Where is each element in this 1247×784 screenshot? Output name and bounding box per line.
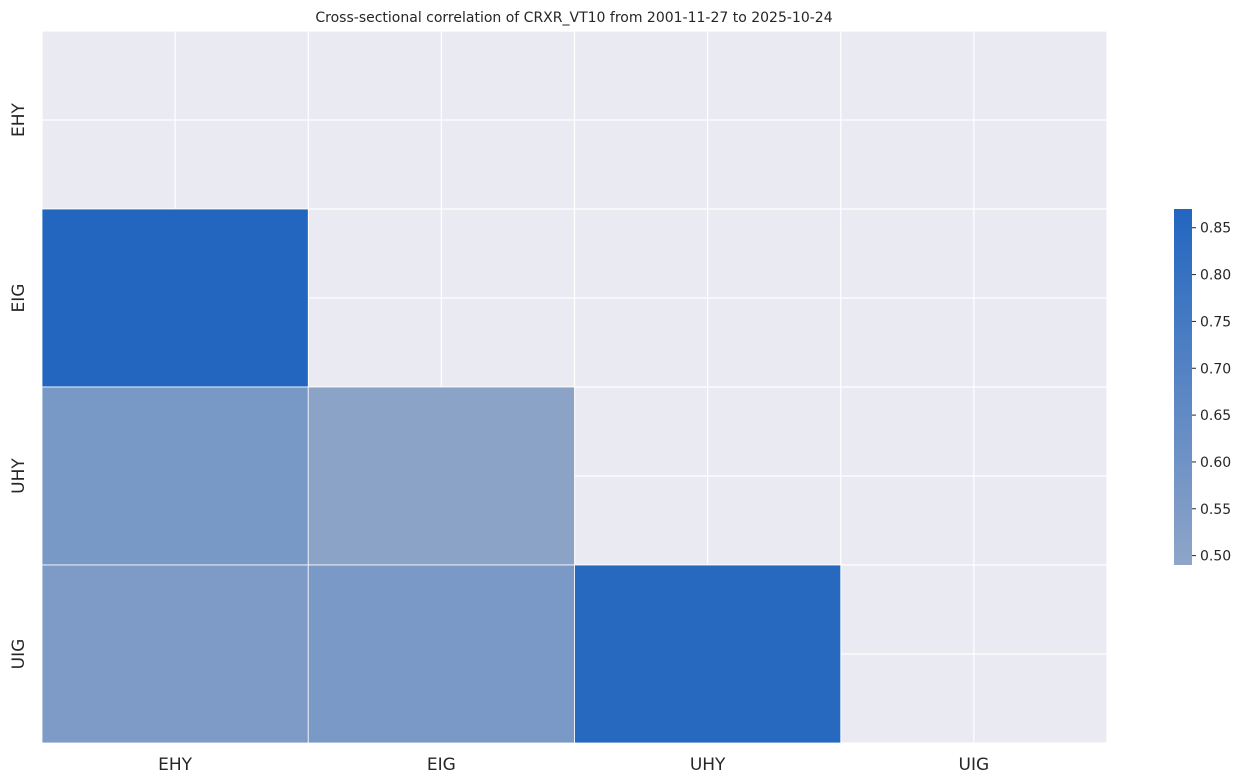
heatmap-cell-uig-eig: [307, 564, 575, 744]
colorbar-tick-label: 0.60: [1200, 455, 1231, 471]
x-tick-labels: EHY EIG UHY UIG: [158, 755, 989, 775]
heatmap-cell-uig-ehy: [41, 564, 309, 744]
colorbar: 0.50 0.55 0.60 0.65 0.70 0.75 0.80 0.85: [1174, 209, 1231, 565]
x-tick-label: EIG: [427, 755, 456, 775]
x-tick-label: EHY: [158, 755, 193, 775]
colorbar-tick-label: 0.80: [1200, 268, 1231, 284]
colorbar-tick-label: 0.55: [1200, 502, 1231, 518]
colorbar-tick-label: 0.65: [1200, 408, 1231, 424]
colorbar-gradient: [1174, 209, 1192, 565]
heatmap-cells: [41, 208, 842, 744]
colorbar-tick-label: 0.70: [1200, 361, 1231, 377]
heatmap-cell-eig-ehy: [41, 208, 309, 388]
y-tick-labels: EHY EIG UHY UIG: [9, 102, 29, 669]
colorbar-tick-label: 0.75: [1200, 314, 1231, 330]
y-tick-label: UIG: [9, 639, 29, 670]
x-tick-label: UHY: [690, 755, 726, 775]
colorbar-tick-label: 0.85: [1200, 221, 1231, 237]
y-tick-label: EHY: [9, 102, 29, 137]
y-tick-label: EIG: [9, 284, 29, 313]
colorbar-tick-label: 0.50: [1200, 549, 1231, 565]
x-tick-label: UIG: [959, 755, 990, 775]
heatmap-cell-uig-uhy: [574, 564, 842, 744]
chart-title: Cross-sectional correlation of CRXR_VT10…: [315, 10, 832, 26]
heatmap-cell-uhy-eig: [307, 386, 575, 566]
y-tick-label: UHY: [9, 458, 29, 494]
heatmap-cell-uhy-ehy: [41, 386, 309, 566]
